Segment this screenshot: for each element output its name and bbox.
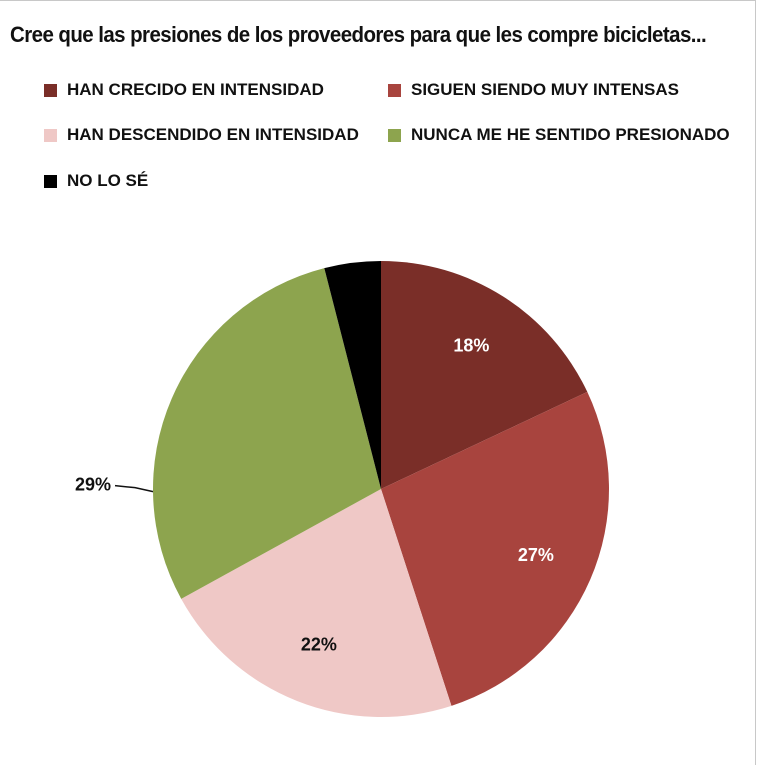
- label-han-crecido: 18%: [453, 335, 489, 355]
- chart-title: Cree que las presiones de los proveedore…: [10, 22, 707, 47]
- legend-item-siguen-siendo: SIGUEN SIENDO MUY INTENSAS: [388, 80, 679, 100]
- legend-item-han-crecido: HAN CRECIDO EN INTENSIDAD: [44, 80, 324, 100]
- legend-swatch: [44, 83, 57, 97]
- legend-label: SIGUEN SIENDO MUY INTENSAS: [411, 80, 679, 99]
- slice-siguen-siendo: [381, 391, 609, 706]
- legend-item-no-lo-se: NO LO SÉ: [44, 171, 148, 191]
- label-siguen-siendo: 27%: [518, 545, 554, 565]
- slice-han-descendido: [181, 489, 452, 717]
- slice-nunca: [152, 268, 381, 599]
- legend-label: HAN DESCENDIDO EN INTENSIDAD: [67, 125, 359, 144]
- legend-swatch: [388, 83, 401, 97]
- legend-swatch: [44, 174, 57, 188]
- legend-label: NO LO SÉ: [67, 171, 149, 190]
- legend-label: HAN CRECIDO EN INTENSIDAD: [67, 80, 324, 99]
- legend-swatch: [388, 128, 401, 142]
- label-nunca: 29%: [75, 474, 111, 494]
- slice-han-crecido: [381, 261, 588, 489]
- legend-label: NUNCA ME HE SENTIDO PRESIONADO: [411, 125, 730, 144]
- label-han-descendido: 22%: [301, 635, 337, 655]
- slice-no-lo-se: [324, 261, 381, 489]
- legend-swatch: [44, 128, 57, 142]
- legend-item-nunca: NUNCA ME HE SENTIDO PRESIONADO: [388, 125, 730, 145]
- leader-line-nunca: [114, 484, 154, 493]
- legend-item-han-descendido: HAN DESCENDIDO EN INTENSIDAD: [44, 125, 359, 145]
